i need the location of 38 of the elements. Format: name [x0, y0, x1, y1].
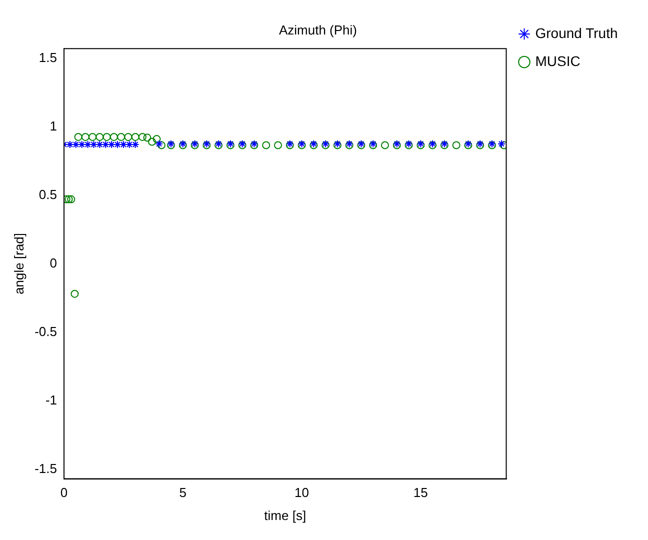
- point: [114, 140, 122, 149]
- x-tick-label: 0: [60, 485, 68, 500]
- point: [262, 141, 270, 150]
- chart-title: Azimuth (Phi): [278, 22, 358, 38]
- point: [124, 132, 132, 141]
- x-tick-label: 10: [294, 485, 310, 500]
- legend-label: Ground Truth: [535, 24, 618, 41]
- point: [67, 195, 76, 204]
- point: [117, 132, 126, 141]
- point: [148, 138, 156, 146]
- point: [74, 132, 82, 141]
- y-tick-label: -1.5: [34, 460, 57, 476]
- point: [64, 195, 73, 204]
- y-tick-label: -1: [45, 392, 57, 408]
- point: [102, 132, 111, 141]
- point: [131, 132, 140, 141]
- x-axis-title: time [s]: [264, 508, 306, 523]
- point: [70, 290, 79, 298]
- point: [155, 140, 164, 148]
- y-tick-label: 1: [50, 118, 57, 134]
- x-tick-label: 5: [179, 485, 187, 500]
- legend-label: MUSIC: [535, 52, 580, 69]
- point: [143, 134, 152, 142]
- point: [81, 132, 90, 141]
- point: [452, 141, 460, 150]
- y-tick-label: 0.5: [38, 186, 57, 202]
- x-tick-label: 15: [413, 485, 428, 500]
- point: [152, 135, 161, 144]
- point: [380, 141, 389, 150]
- y-axis-title: angle [rad]: [11, 232, 26, 294]
- point: [274, 141, 282, 150]
- point: [110, 132, 118, 141]
- point: [88, 132, 97, 141]
- point: [138, 132, 146, 141]
- y-tick-label: -0.5: [34, 324, 57, 339]
- point: [96, 132, 104, 141]
- y-tick-label: 1.5: [38, 50, 57, 65]
- y-tick-label: 0: [50, 255, 57, 270]
